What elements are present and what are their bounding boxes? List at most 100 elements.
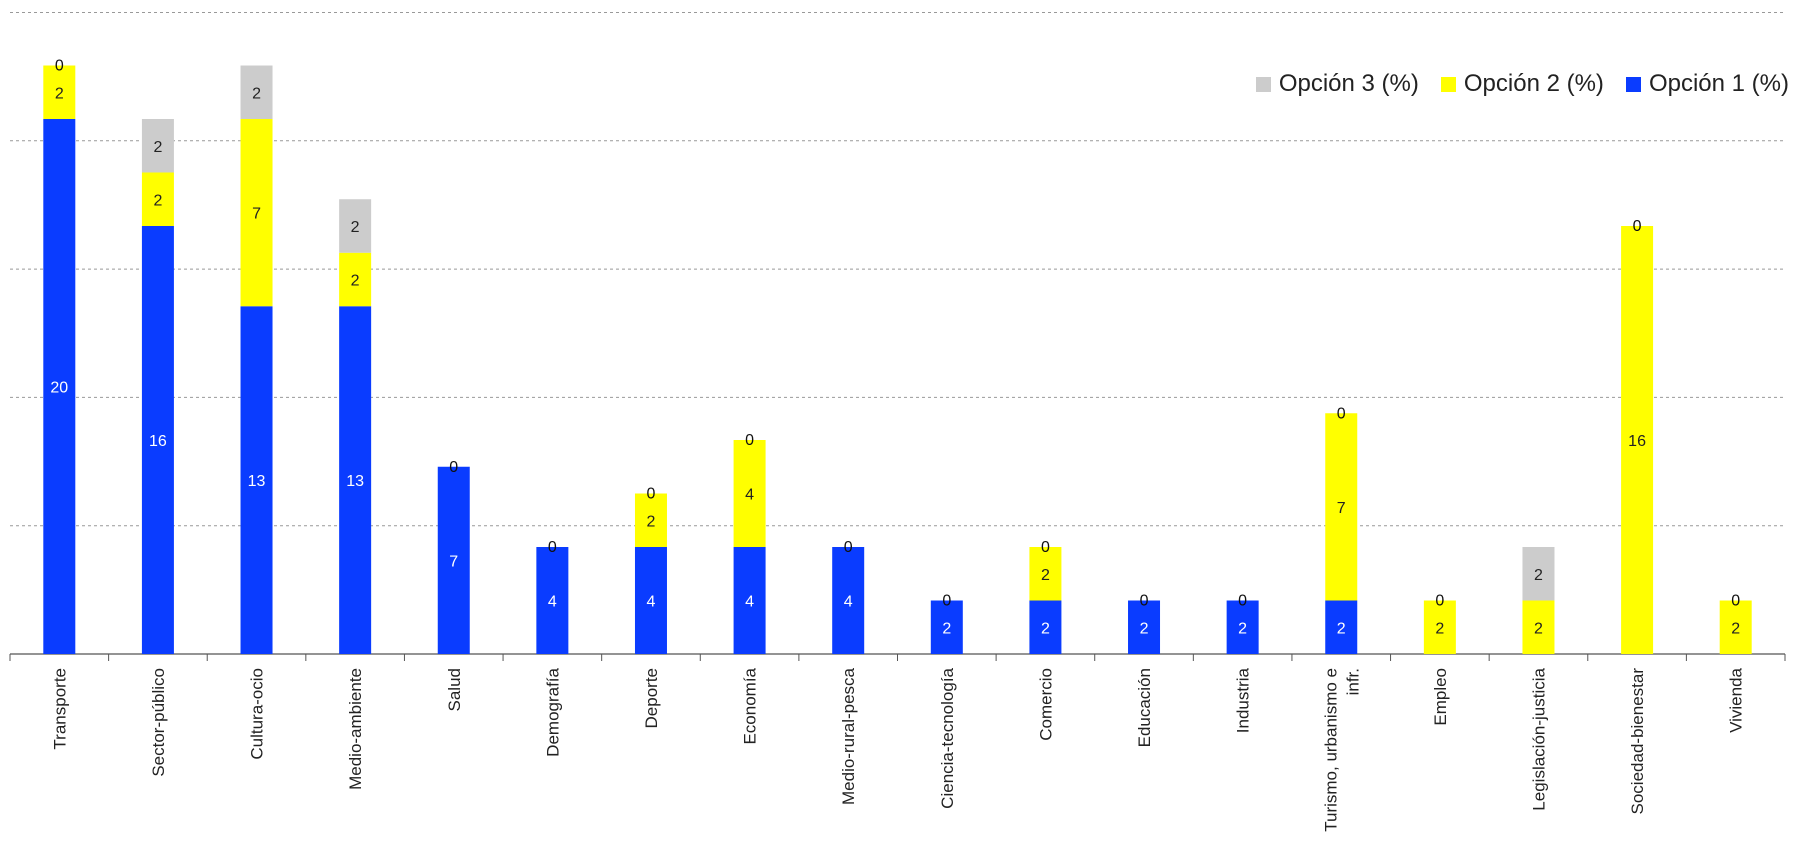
data-label-opcion-3-legislacion-justicia: 2 — [1534, 567, 1543, 584]
data-label-opcion-1-salud: 7 — [449, 553, 458, 570]
x-tick-label-line: Vivienda — [1727, 667, 1746, 732]
data-label-opcion-1-transporte: 20 — [50, 380, 68, 397]
data-label-opcion-1-economia: 4 — [745, 594, 754, 611]
data-label-opcion-2-medio-ambiente: 2 — [351, 273, 360, 290]
data-label-opcion-3-turismo-urbanismo-e-infr: 0 — [1337, 405, 1346, 422]
bar-opcion-2-empleo — [1423, 600, 1456, 654]
bar-opcion-2-deporte — [634, 493, 667, 547]
bar-opcion-1-cultura-ocio — [240, 306, 273, 654]
data-label-opcion-2-legislacion-justicia: 2 — [1534, 620, 1543, 637]
data-label-opcion-1-industria: 2 — [1238, 620, 1247, 637]
data-label-opcion-3-transporte: 0 — [55, 58, 64, 75]
x-tick-label-turismo-urbanismo-e-infr: Turismo, urbanismo e infr. — [1321, 668, 1362, 832]
bar-opcion-1-salud — [437, 466, 470, 654]
x-tick-label-line: Economía — [741, 667, 760, 744]
legend-item-opcion-2: Opción 2 (%) — [1440, 70, 1604, 98]
bar-opcion-1-transporte — [43, 119, 76, 654]
x-tick-label-line: Legislación-justicia — [1529, 667, 1548, 810]
bar-opcion-2-sector-publico — [141, 172, 174, 226]
bar-opcion-1-deporte — [634, 547, 667, 654]
data-label-opcion-2-industria: 0 — [1238, 593, 1247, 610]
legend-swatch-opcion-1 — [1625, 76, 1641, 92]
data-label-opcion-3-economia: 0 — [745, 432, 754, 449]
data-label-opcion-3-cultura-ocio: 2 — [252, 85, 261, 102]
bar-opcion-2-comercio — [1029, 547, 1062, 601]
bar-opcion-3-medio-ambiente — [339, 199, 372, 253]
data-label-opcion-1-turismo-urbanismo-e-infr: 2 — [1337, 620, 1346, 637]
x-tick-label-transporte: Transporte — [50, 668, 69, 750]
x-tick-label-line: Educación — [1135, 668, 1154, 747]
data-label-opcion-2-salud: 0 — [449, 459, 458, 476]
data-label-opcion-2-empleo: 2 — [1435, 620, 1444, 637]
bar-opcion-1-comercio — [1029, 600, 1062, 654]
data-label-opcion-3-comercio: 0 — [1041, 539, 1050, 556]
x-tick-label-line: infr. — [1343, 668, 1362, 695]
bar-opcion-1-medio-rural-pesca — [832, 547, 865, 654]
data-label-opcion-2-sociedad-bienestar: 16 — [1628, 433, 1646, 450]
x-tick-label-deporte: Deporte — [642, 668, 661, 728]
data-label-opcion-1-cultura-ocio: 13 — [248, 473, 266, 490]
bar-opcion-3-cultura-ocio — [240, 65, 273, 119]
x-tick-label-line: Salud — [445, 668, 464, 711]
x-tick-label-line: Demografía — [543, 667, 562, 756]
bar-opcion-1-ciencia-tecnologia — [930, 600, 963, 654]
x-tick-label-line: Ciencia-tecnología — [938, 667, 957, 808]
data-label-opcion-1-comercio: 2 — [1041, 620, 1050, 637]
x-tick-label-line: Deporte — [642, 668, 661, 728]
bar-opcion-2-cultura-ocio — [240, 119, 273, 307]
bar-opcion-2-sociedad-bienestar — [1621, 226, 1654, 654]
data-label-opcion-1-medio-ambiente: 13 — [346, 473, 364, 490]
bar-opcion-1-industria — [1226, 600, 1259, 654]
x-tick-label-line: Cultura-ocio — [248, 668, 267, 760]
x-tick-label-vivienda: Vivienda — [1727, 667, 1746, 732]
data-label-opcion-1-ciencia-tecnologia: 2 — [942, 620, 951, 637]
bar-opcion-2-transporte — [43, 65, 76, 119]
bar-opcion-2-economia — [733, 440, 766, 547]
bar-opcion-2-medio-ambiente — [339, 252, 372, 307]
data-label-opcion-2-cultura-ocio: 7 — [252, 206, 261, 223]
x-tick-label-economia: Economía — [741, 667, 760, 744]
bar-opcion-2-turismo-urbanismo-e-infr — [1325, 413, 1358, 601]
bar-opcion-3-legislacion-justicia — [1522, 547, 1555, 601]
x-tick-label-industria: Industria — [1234, 667, 1253, 733]
data-label-opcion-2-deporte: 2 — [647, 513, 656, 530]
data-label-opcion-3-empleo: 0 — [1435, 593, 1444, 610]
data-label-opcion-1-sector-publico: 16 — [149, 433, 167, 450]
x-tick-label-cultura-ocio: Cultura-ocio — [248, 668, 267, 760]
x-tick-label-line: Transporte — [50, 668, 69, 750]
data-label-opcion-2-transporte: 2 — [55, 85, 64, 102]
data-label-opcion-2-demografia: 0 — [548, 539, 557, 556]
legend-label-opcion-3: Opción 3 (%) — [1278, 70, 1419, 97]
bar-opcion-1-medio-ambiente — [339, 306, 372, 654]
legend-swatch-opcion-3 — [1255, 76, 1271, 92]
data-label-opcion-2-vivienda: 2 — [1731, 620, 1740, 637]
data-label-opcion-2-ciencia-tecnologia: 0 — [942, 593, 951, 610]
bar-opcion-1-sector-publico — [141, 226, 174, 654]
x-tick-label-line: Turismo, urbanismo e — [1321, 668, 1340, 832]
x-tick-label-comercio: Comercio — [1036, 668, 1055, 741]
x-tick-label-ciencia-tecnologia: Ciencia-tecnología — [938, 667, 957, 808]
x-tick-label-line: Comercio — [1036, 668, 1055, 741]
data-label-opcion-1-demografia: 4 — [548, 594, 557, 611]
data-label-opcion-2-comercio: 2 — [1041, 567, 1050, 584]
x-tick-label-line: Medio-ambiente — [346, 668, 365, 790]
data-label-opcion-3-medio-ambiente: 2 — [351, 219, 360, 236]
x-tick-label-empleo: Empleo — [1431, 668, 1450, 726]
data-label-opcion-1-medio-rural-pesca: 4 — [844, 594, 853, 611]
bar-opcion-2-vivienda — [1719, 600, 1752, 654]
bar-opcion-2-legislacion-justicia — [1522, 600, 1555, 654]
x-tick-label-line: Sector-público — [149, 668, 168, 777]
data-label-opcion-2-turismo-urbanismo-e-infr: 7 — [1337, 500, 1346, 517]
data-label-opcion-1-deporte: 4 — [647, 594, 656, 611]
data-label-opcion-1-educacion: 2 — [1140, 620, 1149, 637]
data-label-opcion-2-sector-publico: 2 — [153, 192, 162, 209]
data-label-opcion-2-medio-rural-pesca: 0 — [844, 539, 853, 556]
legend-label-opcion-1: Opción 1 (%) — [1648, 70, 1789, 97]
x-tick-label-line: Empleo — [1431, 668, 1450, 726]
x-tick-label-legislacion-justicia: Legislación-justicia — [1529, 667, 1548, 810]
bar-opcion-1-turismo-urbanismo-e-infr — [1325, 600, 1358, 654]
data-label-opcion-3-vivienda: 0 — [1731, 593, 1740, 610]
legend-label-opcion-2: Opción 2 (%) — [1463, 70, 1604, 97]
